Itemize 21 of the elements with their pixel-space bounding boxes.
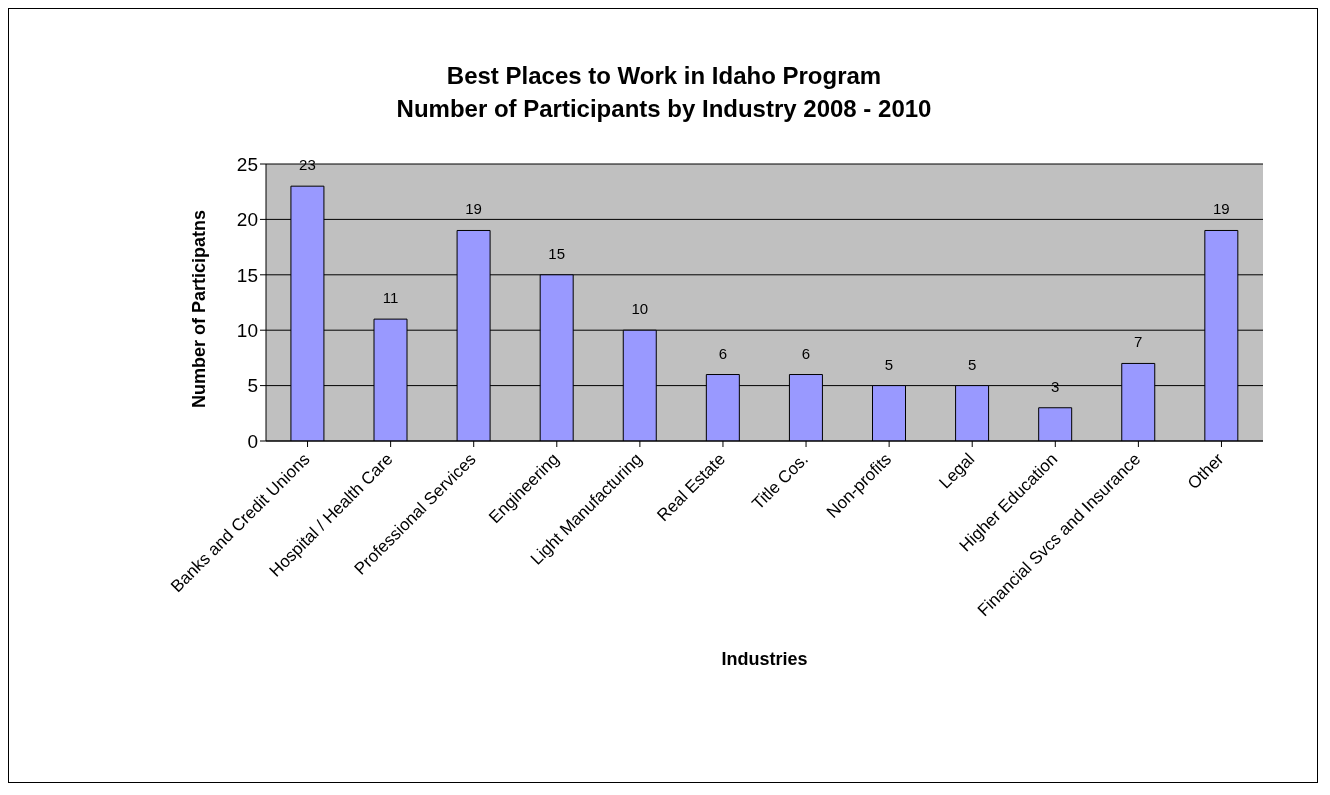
y-axis-title: Number of Participatns <box>188 209 210 409</box>
x-tick-label: Title Cos. <box>748 449 813 514</box>
y-tick-label: 25 <box>236 153 258 175</box>
y-tick-label: 5 <box>247 375 258 397</box>
data-label: 5 <box>884 355 894 373</box>
y-tick-label: 15 <box>236 264 258 286</box>
data-label: 6 <box>801 344 811 362</box>
data-label: 10 <box>631 300 649 318</box>
data-label: 7 <box>1134 333 1143 351</box>
y-tick-label: 10 <box>236 319 258 341</box>
chart-title: Best Places to Work in Idaho Program Number of Participants by Industry 2008 - 2010 <box>395 61 933 124</box>
data-label: 5 <box>967 355 977 373</box>
data-label: 23 <box>299 156 316 174</box>
data-label: 19 <box>465 200 482 218</box>
data-label: 15 <box>548 244 566 262</box>
x-axis-title: Industries <box>720 649 809 670</box>
data-label: 19 <box>1213 200 1230 218</box>
y-tick-label: 20 <box>236 209 258 231</box>
y-tick-label: 0 <box>247 430 258 452</box>
data-label: 11 <box>382 289 399 307</box>
data-label: 6 <box>718 344 728 362</box>
